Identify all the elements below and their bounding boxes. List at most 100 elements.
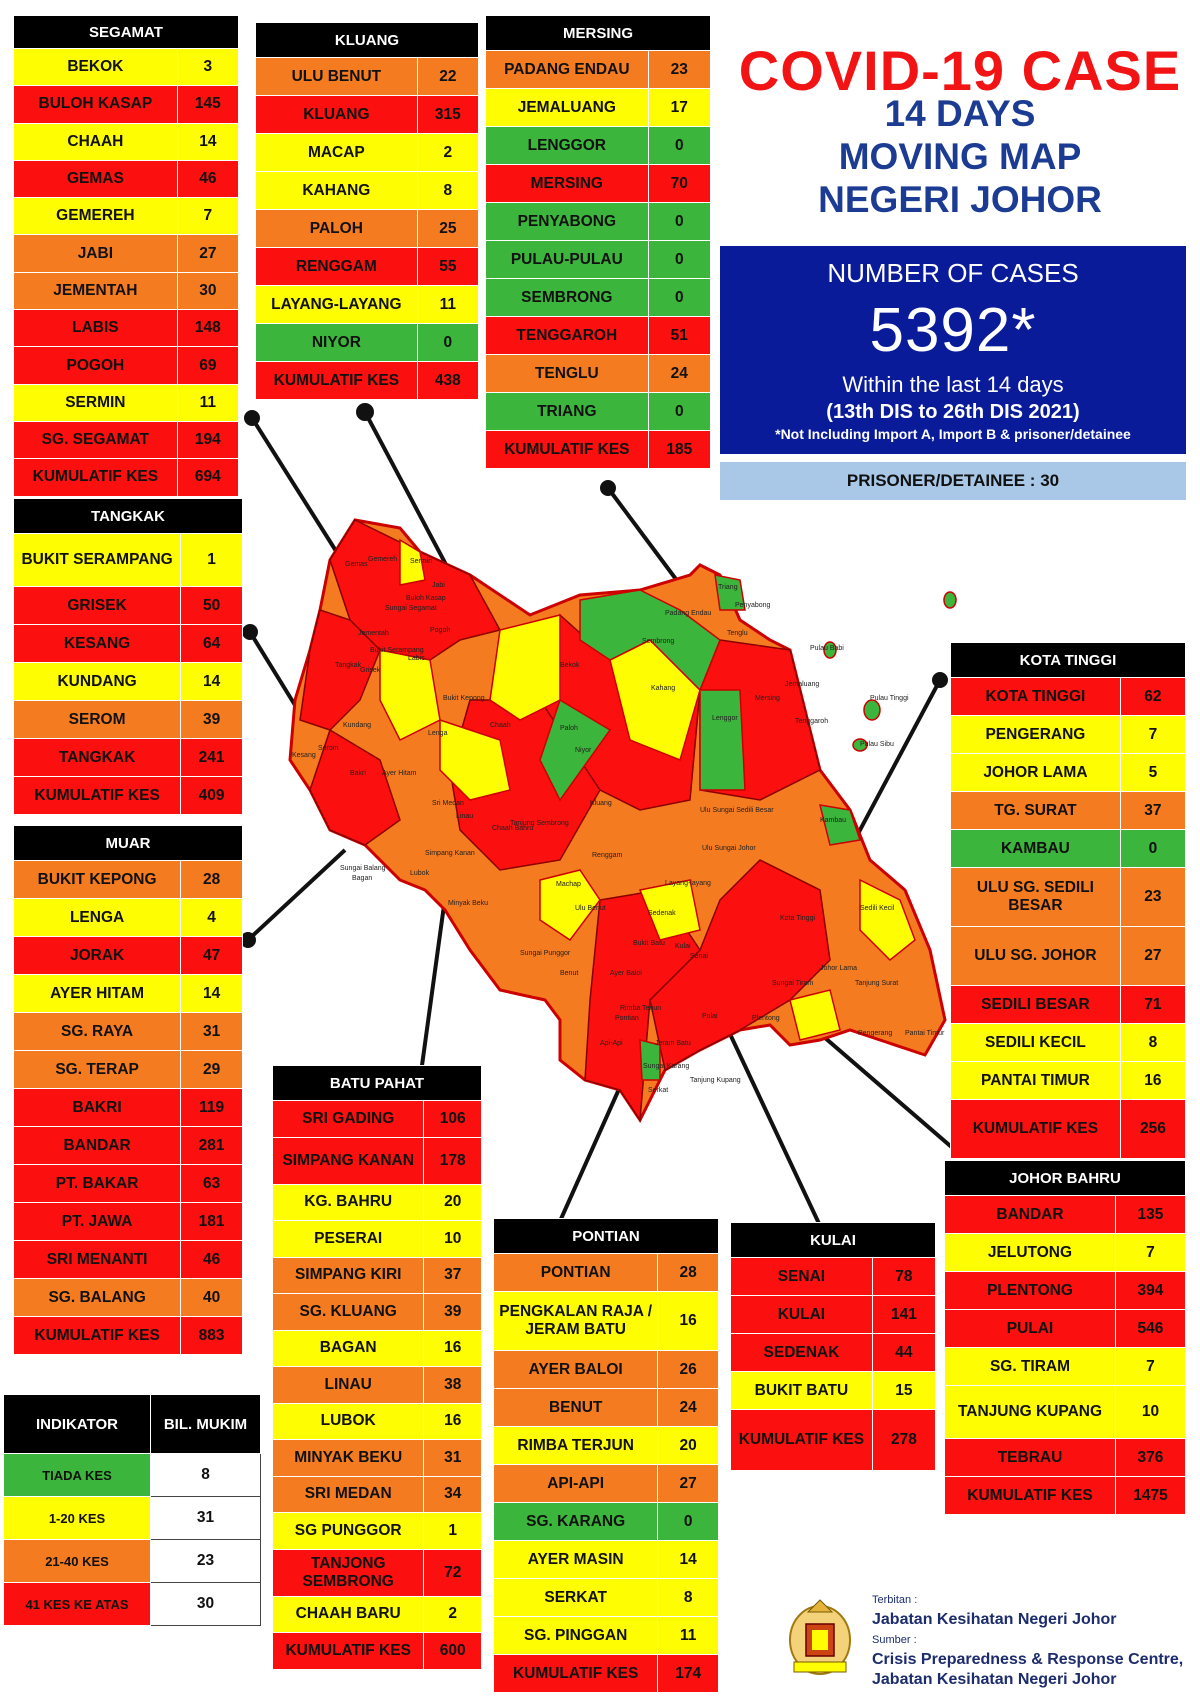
- table-row: GEMAS 46: [13, 159, 240, 199]
- legend-row: 21-40 KES 23: [3, 1539, 261, 1583]
- table-row: SG. RAYA 31: [12, 1012, 243, 1051]
- table-row: TENGGAROH 51: [485, 316, 712, 355]
- case-count: 20: [423, 1183, 482, 1221]
- table-row: SEROM 39: [12, 700, 243, 739]
- area-name: PULAU-PULAU: [485, 240, 649, 279]
- case-count: 0: [416, 323, 480, 362]
- map-label: Minyak Beku: [448, 900, 488, 907]
- map-label: Sungai Segamat: [385, 605, 437, 612]
- case-count: 14: [657, 1540, 719, 1579]
- map-label: Bakri: [350, 770, 366, 777]
- area-name: AYER MASIN: [492, 1540, 659, 1579]
- area-name: RENGGAM: [255, 247, 418, 286]
- table-row: BUKIT BATU 15: [730, 1371, 937, 1410]
- table-row: KULAI 141: [730, 1295, 937, 1334]
- legend-header-indicator: INDIKATOR: [3, 1394, 151, 1454]
- case-count: 63: [180, 1164, 243, 1203]
- map-label: Tenglu: [727, 630, 748, 637]
- table-row: BUKIT KEPONG 28: [12, 860, 243, 899]
- sub-title-line-3: NEGERI JOHOR: [818, 179, 1102, 220]
- case-count: 1475: [1114, 1476, 1187, 1515]
- area-name: PADANG ENDAU: [485, 50, 649, 89]
- area-name: KUMULATIF KES: [485, 430, 649, 469]
- case-count: 10: [1114, 1385, 1187, 1439]
- area-name: KUMULATIF KES: [730, 1409, 873, 1471]
- area-name: RIMBA TERJUN: [492, 1426, 659, 1465]
- case-count: 69: [176, 346, 240, 385]
- table-row: TG. SURAT 37: [950, 791, 1187, 830]
- case-count: 23: [647, 50, 712, 89]
- map-label: Jementah: [358, 630, 389, 637]
- area-name: BUKIT KEPONG: [12, 860, 182, 899]
- area-name: BAKRI: [12, 1088, 182, 1127]
- area-name: BENUT: [492, 1388, 659, 1427]
- case-count: 14: [180, 974, 243, 1013]
- case-count: 3: [176, 47, 240, 87]
- table-row: SENAI 78: [730, 1257, 937, 1296]
- area-name: KG. BAHRU: [271, 1183, 425, 1221]
- area-name: ULU BENUT: [255, 57, 418, 96]
- legend-header-count: BIL. MUKIM: [150, 1394, 261, 1454]
- map-label: Tanjung Surat: [855, 980, 898, 987]
- map-label: Kambau: [820, 817, 846, 824]
- cases-label: NUMBER OF CASES: [827, 258, 1079, 288]
- map-label: Sungai Karang: [643, 1063, 689, 1070]
- map-label: Rimba Terjun: [620, 1005, 661, 1012]
- table-row: KLUANG 315: [255, 95, 480, 134]
- case-count: 0: [647, 202, 712, 241]
- state-crest-icon: [789, 1599, 851, 1675]
- case-count: 883: [180, 1316, 243, 1355]
- case-count: 46: [176, 159, 240, 199]
- case-count: 181: [180, 1202, 243, 1241]
- area-name: SG. TERAP: [12, 1050, 182, 1089]
- table-row: SG. TERAP 29: [12, 1050, 243, 1089]
- period-text: Within the last 14 days: [842, 372, 1064, 397]
- table-row: TENGLU 24: [485, 354, 712, 393]
- map-label: Padang Endau: [665, 610, 711, 617]
- table-row: CHAAH BARU 2: [271, 1595, 482, 1633]
- table-row: SRI GADING 106: [271, 1100, 482, 1138]
- table-row: MINYAK BEKU 31: [271, 1439, 482, 1477]
- case-count: 16: [423, 1329, 482, 1367]
- table-row: BENUT 24: [492, 1388, 719, 1427]
- map-label: Pantai Timur: [905, 1030, 945, 1037]
- case-count: 14: [176, 122, 240, 161]
- table-row: KUMULATIF KES 438: [255, 361, 480, 400]
- table-row: SEDILI KECIL 8: [950, 1023, 1187, 1062]
- table-row: AYER MASIN 14: [492, 1540, 719, 1579]
- district-name: MUAR: [13, 825, 243, 861]
- table-row: TANJONG SEMBRONG 72: [271, 1548, 482, 1597]
- table-row: NIYOR 0: [255, 323, 480, 362]
- table-row: TANJUNG KUPANG 10: [944, 1385, 1187, 1439]
- map-label: Sungai Tiram: [772, 980, 813, 987]
- table-row: SERMIN 11: [13, 383, 240, 422]
- table-row: KUMULATIF KES 694: [13, 458, 240, 497]
- table-row: KUMULATIF KES 278: [730, 1409, 937, 1471]
- table-row: PENGERANG 7: [950, 715, 1187, 754]
- table-row: SIMPANG KANAN 178: [271, 1136, 482, 1185]
- case-count: 409: [180, 776, 243, 815]
- area-name: NIYOR: [255, 323, 418, 362]
- map-label: Jeram Batu: [655, 1040, 691, 1047]
- district-table-tangkak: TANGKAK BUKIT SERAMPANG 1 GRISEK 50 KESANG 64 K…: [12, 498, 243, 815]
- table-row: BANDAR 281: [12, 1126, 243, 1165]
- case-count: 62: [1119, 677, 1187, 716]
- district-name: BATU PAHAT: [272, 1065, 482, 1101]
- legend-label: 21-40 KES: [3, 1539, 151, 1583]
- case-count: 29: [180, 1050, 243, 1089]
- district-table-segamat: SEGAMAT BEKOK 3 BULOH KASAP 145 CHAAH 14 GEMAS 4…: [13, 15, 240, 497]
- map-label: Tangkak: [335, 662, 362, 669]
- area-name: KULAI: [730, 1295, 873, 1334]
- table-row: BAKRI 119: [12, 1088, 243, 1127]
- area-name: LENGA: [12, 898, 182, 937]
- area-name: KAHANG: [255, 171, 418, 210]
- area-name: MACAP: [255, 133, 418, 172]
- table-row: AYER HITAM 14: [12, 974, 243, 1013]
- case-count: 394: [1114, 1271, 1187, 1310]
- case-count: 8: [1119, 1023, 1187, 1062]
- table-row: PULAU-PULAU 0: [485, 240, 712, 279]
- area-name: PT. JAWA: [12, 1202, 182, 1241]
- map-label: Bukit Kepong: [443, 695, 485, 702]
- table-row: JOHOR LAMA 5: [950, 753, 1187, 792]
